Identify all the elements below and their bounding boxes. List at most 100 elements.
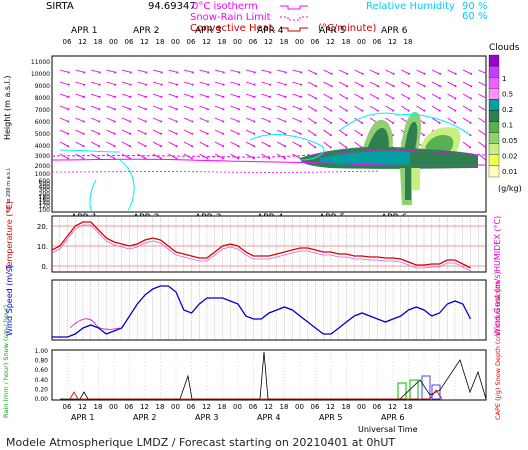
- hour-top-4: 06: [125, 38, 134, 46]
- wind-arrow: [245, 81, 255, 86]
- wind-arrow-head: [129, 120, 132, 123]
- wind-arrow-head: [485, 121, 486, 124]
- hour-labels-bottom: 06 12 18 00 06 12 18 00 06 12 18 00 06 12 18 00 06 12 18 00…: [63, 403, 413, 411]
- wind-arrow: [261, 117, 270, 122]
- wind-arrow-head: [454, 121, 457, 124]
- precip-tick-4: 0.20: [35, 386, 49, 393]
- wind-arrow-head: [113, 108, 116, 111]
- temperature-axis-title: Temperature (°C): [5, 201, 14, 271]
- wind-arrow-head: [407, 97, 410, 100]
- wind-arrow: [121, 69, 131, 73]
- wind-arrow-head: [82, 145, 85, 148]
- colorbar-swatch-6: [488, 121, 500, 133]
- wind-arrow-head: [207, 71, 210, 74]
- rain-series-line: [69, 389, 443, 400]
- wind-arrow: [245, 129, 255, 135]
- wind-arrow-head: [67, 132, 70, 135]
- height-axis: 11000 10000 9000 8000 7000 6000 5000 4000 3000 20…: [31, 59, 50, 214]
- wind-arrow: [90, 69, 100, 73]
- wind-arrow-head: [160, 95, 163, 98]
- wind-arrow-head: [175, 157, 178, 160]
- wind-arrow: [121, 153, 131, 159]
- wind-arrow-head: [284, 132, 287, 135]
- wind-arrow-head: [485, 97, 486, 100]
- wind-arrow: [462, 141, 471, 148]
- height-tick-11: 600: [39, 178, 51, 185]
- wind-arrow: [400, 81, 410, 87]
- temp-tick-1: 10.: [37, 243, 48, 251]
- wind-arrow-head: [438, 109, 441, 112]
- wind-arrow: [462, 69, 472, 75]
- wind-arrow-head: [160, 83, 163, 86]
- wind-series-line: [52, 285, 472, 338]
- wind-arrow-head: [469, 146, 472, 149]
- wind-arrow-head: [206, 120, 209, 123]
- wind-arrow-head: [253, 83, 256, 86]
- wind-arrow: [369, 69, 379, 75]
- wind-arrow-head: [484, 146, 486, 149]
- wind-arrow-head: [330, 97, 333, 100]
- wind-arrow: [416, 105, 425, 112]
- convective-legend-line: [280, 27, 308, 32]
- wind-arrow-head: [114, 95, 117, 98]
- wind-arrow: [90, 129, 100, 135]
- wind-arrow: [214, 105, 224, 110]
- wind-arrow-head: [361, 109, 364, 112]
- hour-top-22: 18: [404, 38, 413, 46]
- hour-top-16: 06: [311, 38, 320, 46]
- wind-arrow-head: [67, 145, 70, 148]
- height-tick-3: 8000: [35, 95, 50, 102]
- hour-bot-22: 18: [404, 403, 413, 411]
- wind-arrow-head: [314, 109, 317, 112]
- wind-arrow: [230, 105, 240, 110]
- wind-arrow: [106, 117, 115, 122]
- hour-bot-8: 06: [187, 403, 196, 411]
- wind-arrow-head: [361, 97, 364, 100]
- wind-arrow: [245, 117, 255, 122]
- wind-arrow-head: [470, 85, 473, 88]
- precip-axis: 1.00 0.80 0.60 0.40 0.20 0.00: [35, 348, 49, 403]
- wind-arrow-head: [408, 85, 411, 88]
- hour-top-18: 18: [342, 38, 351, 46]
- precip-tick-2: 0.60: [35, 367, 49, 374]
- convective-heat-label: Convective Heat.: [190, 23, 276, 34]
- wind-arrow: [137, 117, 146, 122]
- wind-arrow-head: [314, 121, 317, 124]
- wind-arrow-head: [438, 121, 441, 124]
- wind-arrow: [137, 141, 146, 147]
- wind-arrow: [121, 81, 131, 86]
- wind-arrow-head: [222, 120, 225, 123]
- wind-arrow-head: [392, 97, 395, 100]
- day-bot-5: APR 5: [319, 413, 343, 422]
- wind-arrow: [447, 93, 456, 99]
- wind-arrow: [152, 153, 162, 159]
- wind-arrow-head: [484, 134, 486, 137]
- colorbar-swatch-0: [488, 54, 500, 67]
- wind-arrow-head: [82, 120, 85, 123]
- colorbar-swatch-3: [488, 88, 500, 100]
- wind-arrow: [323, 117, 332, 124]
- wind-arrow: [462, 105, 471, 112]
- rh-60-label: 60 %: [462, 11, 487, 22]
- wind-arrow: [59, 69, 69, 73]
- wind-arrow-head: [485, 73, 486, 75]
- wind-arrow-head: [329, 134, 332, 137]
- wind-arrow-head: [66, 157, 69, 160]
- wind-arrow-head: [361, 85, 364, 88]
- wind-arrow-head: [284, 83, 287, 86]
- hour-top-2: 18: [94, 38, 103, 46]
- wind-arrow: [431, 117, 440, 124]
- wind-arrow: [307, 141, 316, 148]
- wind-arrow: [106, 141, 115, 147]
- wind-arrow: [447, 117, 456, 124]
- wind-arrow: [168, 69, 178, 73]
- wind-arrow-head: [423, 121, 426, 124]
- wind-arrow-head: [345, 121, 348, 124]
- wind-arrow: [137, 93, 147, 98]
- wind-arrow-head: [470, 72, 473, 75]
- wind-arrow: [121, 117, 131, 122]
- height-tick-18: 140: [39, 200, 51, 207]
- wind-arrow: [90, 93, 100, 98]
- wind-arrow: [245, 153, 255, 159]
- hour-top-19: 00: [357, 38, 366, 46]
